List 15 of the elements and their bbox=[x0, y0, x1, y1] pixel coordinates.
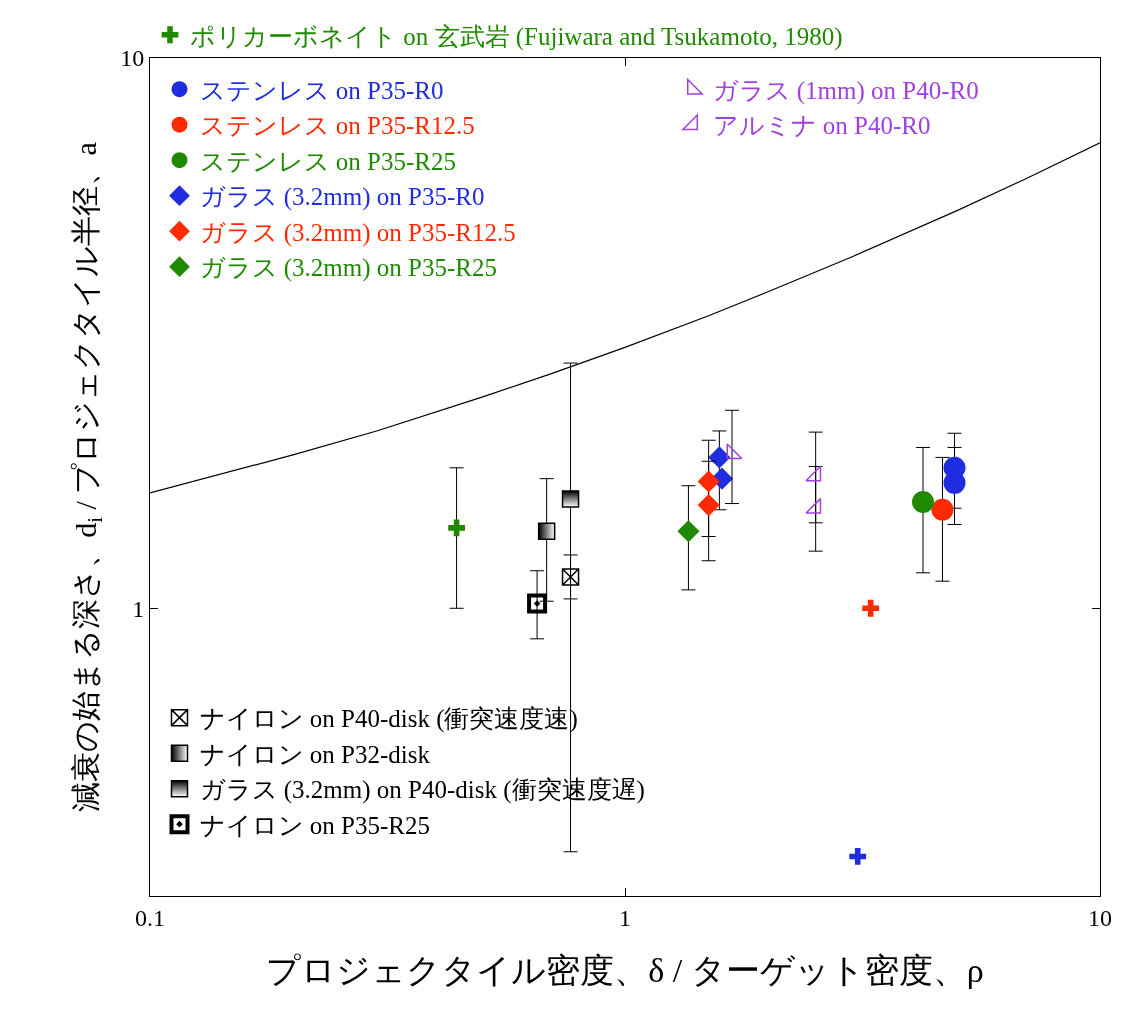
legend-label: ガラス (1mm) on P40-R0 bbox=[712, 76, 979, 105]
legend-label: ステンレス on P35-R0 bbox=[199, 76, 444, 104]
x-axis-title: プロジェクタイル密度、δ / ターゲット密度、ρ bbox=[266, 952, 984, 990]
legend-label: ガラス (3.2mm) on P35-R25 bbox=[199, 254, 497, 283]
legend-label: ステンレス on P35-R12.5 bbox=[199, 112, 475, 140]
legend-label: ガラス (3.2mm) on P35-R12.5 bbox=[199, 218, 516, 247]
x-tick-label: 1 bbox=[619, 904, 631, 931]
legend-label: ポリカーボネイト on 玄武岩 (Fujiwara and Tsukamoto, 1980) bbox=[190, 22, 843, 51]
legend-label: ステンレス on P35-R25 bbox=[199, 147, 456, 175]
legend-label: ガラス (3.2mm) on P35-R0 bbox=[199, 183, 485, 212]
legend-label: ナイロン on P35-R25 bbox=[199, 811, 430, 839]
legend-label: ナイロン on P32-disk bbox=[199, 740, 431, 768]
x-tick-label: 0.1 bbox=[135, 904, 165, 931]
legend-label: アルミナ on P40-R0 bbox=[712, 112, 931, 140]
x-tick-label: 10 bbox=[1088, 904, 1112, 931]
